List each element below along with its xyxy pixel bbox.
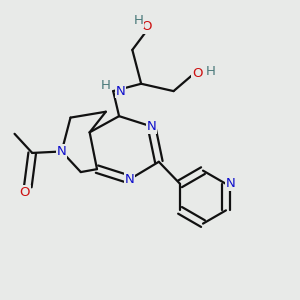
Text: O: O	[141, 20, 152, 33]
Text: N: N	[57, 145, 67, 158]
Text: N: N	[147, 120, 156, 133]
Text: N: N	[116, 85, 125, 98]
Text: H: H	[206, 65, 215, 79]
Text: N: N	[124, 173, 134, 186]
Text: O: O	[20, 186, 30, 199]
Text: H: H	[101, 79, 111, 92]
Text: O: O	[192, 67, 202, 80]
Text: N: N	[226, 177, 235, 190]
Text: H: H	[133, 14, 143, 27]
